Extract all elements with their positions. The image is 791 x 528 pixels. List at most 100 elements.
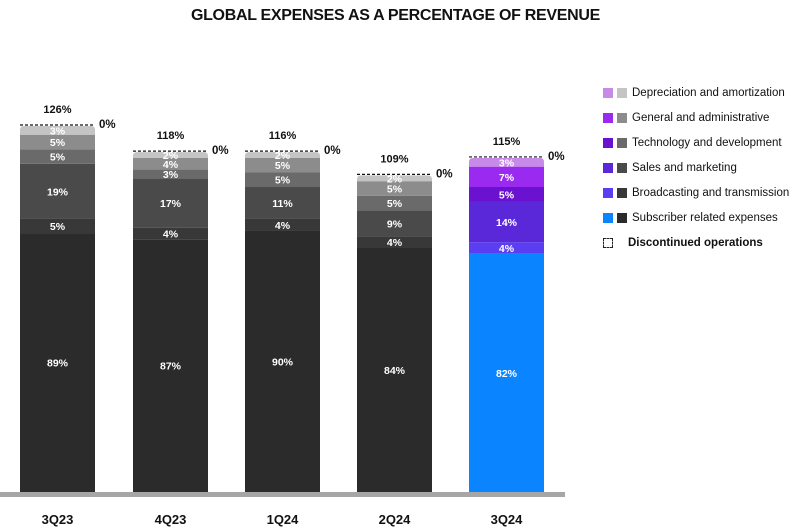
bar-segment-2Q24-5 bbox=[357, 175, 432, 182]
segment-label-2Q24-3: 5% bbox=[387, 198, 403, 210]
segment-label-2Q24-4: 5% bbox=[387, 183, 403, 195]
segment-label-4Q23-1: 4% bbox=[163, 228, 179, 240]
legend-swatch-color bbox=[603, 162, 613, 173]
segment-label-2Q24-1: 4% bbox=[387, 237, 403, 249]
legend-item: Broadcasting and transmission bbox=[603, 180, 789, 205]
segment-label-3Q24-2: 14% bbox=[496, 217, 518, 229]
segment-label-4Q23-0: 87% bbox=[160, 361, 182, 373]
total-label-3Q23: 126% bbox=[43, 104, 71, 116]
legend-label: Broadcasting and transmission bbox=[632, 186, 790, 199]
legend-item: Technology and development bbox=[603, 130, 789, 155]
bar-segment-3Q23-4 bbox=[20, 134, 95, 150]
bar-segment-3Q23-5 bbox=[20, 126, 95, 135]
legend-swatch-color bbox=[603, 112, 613, 123]
bar-segment-4Q23-5 bbox=[133, 152, 208, 158]
bar-segment-3Q24-1 bbox=[469, 242, 544, 254]
bar-segment-3Q23-3 bbox=[20, 149, 95, 164]
bar-segment-4Q23-0 bbox=[133, 239, 208, 492]
bar-segment-4Q23-1 bbox=[133, 227, 208, 240]
legend-swatch-gray bbox=[617, 137, 627, 148]
bar-segment-1Q24-1 bbox=[245, 218, 320, 231]
bar-segment-3Q24-5 bbox=[469, 157, 544, 167]
bar-segment-3Q24-3 bbox=[469, 187, 544, 202]
bar-segment-1Q24-2 bbox=[245, 187, 320, 219]
legend-swatch-dashed bbox=[603, 237, 613, 248]
segment-label-1Q24-5: 2% bbox=[275, 150, 291, 162]
segment-label-3Q24-5: 3% bbox=[499, 157, 515, 169]
segment-label-1Q24-1: 4% bbox=[275, 220, 291, 232]
bar-segment-2Q24-3 bbox=[357, 195, 432, 211]
category-label-1Q24: 1Q24 bbox=[267, 512, 300, 527]
legend-swatch-color bbox=[603, 87, 613, 98]
bar-segment-1Q24-5 bbox=[245, 152, 320, 158]
bar-segment-1Q24-4 bbox=[245, 157, 320, 173]
bar-segment-4Q23-3 bbox=[133, 169, 208, 179]
bar-segment-3Q24-4 bbox=[469, 166, 544, 187]
category-label-3Q23: 3Q23 bbox=[42, 512, 74, 527]
total-label-3Q24: 115% bbox=[493, 136, 521, 148]
bar-segment-4Q23-4 bbox=[133, 157, 208, 170]
legend-item: Discontinued operations bbox=[603, 230, 789, 255]
legend-label: Discontinued operations bbox=[628, 236, 763, 249]
legend-item: General and administrative bbox=[603, 105, 789, 130]
segment-label-1Q24-4: 5% bbox=[275, 160, 291, 172]
discontinued-label-3Q23: 0% bbox=[99, 119, 116, 131]
legend-swatch-gray bbox=[617, 212, 627, 223]
segment-label-3Q24-3: 5% bbox=[499, 189, 515, 201]
segment-label-2Q24-0: 84% bbox=[384, 365, 406, 377]
legend-label: Sales and marketing bbox=[632, 161, 737, 174]
legend-swatch-gray bbox=[617, 112, 627, 123]
segment-label-4Q23-3: 3% bbox=[163, 169, 179, 181]
legend-swatch-gray bbox=[617, 162, 627, 173]
legend-swatch-color bbox=[603, 137, 613, 148]
legend-swatch-gray bbox=[617, 87, 627, 98]
total-label-2Q24: 109% bbox=[380, 153, 408, 165]
segment-label-1Q24-0: 90% bbox=[272, 356, 294, 368]
bar-segment-2Q24-2 bbox=[357, 210, 432, 237]
segment-label-3Q23-3: 5% bbox=[50, 152, 66, 164]
segment-label-1Q24-3: 5% bbox=[275, 175, 291, 187]
bar-segment-3Q23-2 bbox=[20, 163, 95, 219]
legend: Depreciation and amortization General and… bbox=[603, 80, 789, 255]
bar-segment-1Q24-3 bbox=[245, 172, 320, 187]
total-label-1Q24: 116% bbox=[269, 130, 297, 142]
segment-label-3Q24-0: 82% bbox=[496, 368, 518, 380]
segment-label-3Q24-1: 4% bbox=[499, 243, 515, 255]
segment-label-3Q23-4: 5% bbox=[50, 137, 66, 149]
bar-segment-1Q24-0 bbox=[245, 230, 320, 493]
legend-item: Sales and marketing bbox=[603, 155, 789, 180]
bar-segment-2Q24-0 bbox=[357, 248, 432, 492]
legend-swatch-color bbox=[603, 187, 613, 198]
bar-segment-4Q23-2 bbox=[133, 178, 208, 228]
bar-segment-3Q24-0 bbox=[469, 253, 544, 492]
category-label-3Q24: 3Q24 bbox=[491, 512, 524, 527]
category-label-2Q24: 2Q24 bbox=[379, 512, 412, 527]
legend-label: Subscriber related expenses bbox=[632, 211, 778, 224]
discontinued-label-1Q24: 0% bbox=[324, 145, 341, 157]
segment-label-3Q23-0: 89% bbox=[47, 358, 69, 370]
discontinued-label-4Q23: 0% bbox=[212, 145, 229, 157]
legend-item: Subscriber related expenses bbox=[603, 205, 789, 230]
total-label-4Q23: 118% bbox=[157, 130, 185, 142]
chart-title: GLOBAL EXPENSES AS A PERCENTAGE OF REVEN… bbox=[190, 7, 601, 24]
discontinued-label-3Q24: 0% bbox=[548, 151, 565, 163]
bar-segment-2Q24-1 bbox=[357, 236, 432, 248]
segment-label-3Q23-1: 5% bbox=[50, 221, 66, 233]
legend-label: General and administrative bbox=[632, 111, 770, 124]
discontinued-label-2Q24: 0% bbox=[436, 168, 453, 180]
segment-label-1Q24-2: 11% bbox=[272, 198, 293, 210]
segment-label-4Q23-5: 2% bbox=[163, 150, 179, 162]
segment-label-2Q24-5: 2% bbox=[387, 173, 403, 185]
category-label-4Q23: 4Q23 bbox=[155, 512, 187, 527]
segment-label-3Q23-5: 3% bbox=[50, 125, 66, 137]
bar-segment-3Q24-2 bbox=[469, 201, 544, 243]
segment-label-3Q23-2: 19% bbox=[47, 186, 69, 198]
x-axis-baseline bbox=[0, 492, 565, 497]
segment-label-4Q23-2: 17% bbox=[160, 198, 182, 210]
legend-item: Depreciation and amortization bbox=[603, 80, 789, 105]
bar-segment-3Q23-1 bbox=[20, 218, 95, 234]
bar-segment-2Q24-4 bbox=[357, 181, 432, 196]
legend-label: Technology and development bbox=[632, 136, 782, 149]
bar-segment-3Q23-0 bbox=[20, 233, 95, 492]
